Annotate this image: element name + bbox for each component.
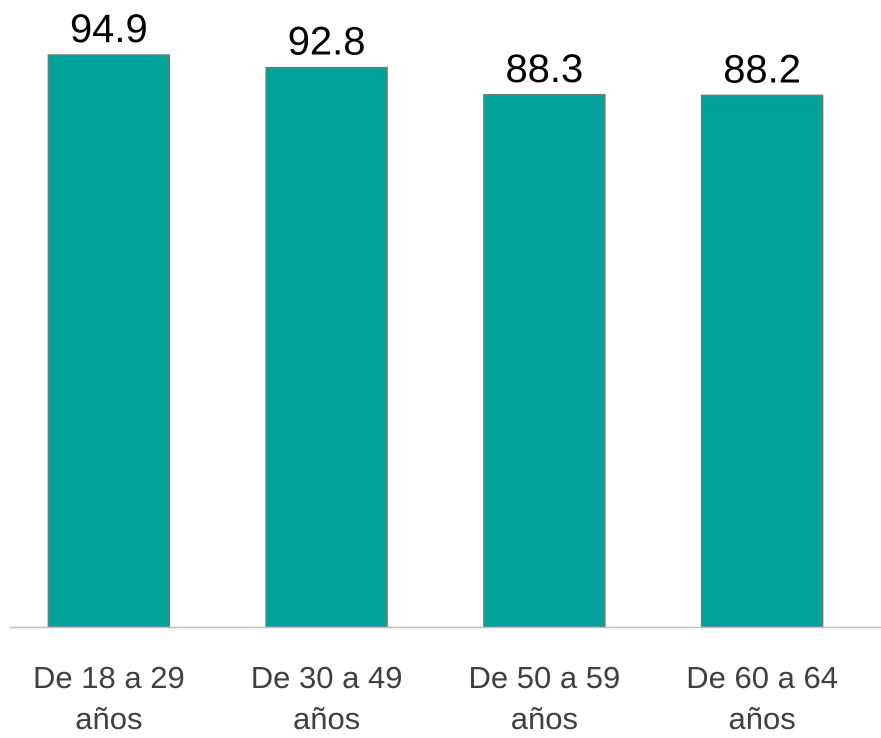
x-tick-label-1-line-0: De 30 a 49 [251, 660, 403, 695]
x-tick-label-3: De 60 a 64 años [686, 660, 838, 736]
x-tick-label-1: De 30 a 49 años [251, 660, 403, 736]
data-label-2: 88.3 [505, 47, 583, 91]
x-tick-label-0-line-0: De 18 a 29 [33, 660, 185, 695]
data-label-0: 94.9 [70, 7, 148, 51]
data-label-1: 92.8 [288, 20, 366, 64]
value-labels-group: 94.9 92.8 88.3 88.2 [70, 7, 801, 91]
category-labels-group: De 18 a 29 años De 30 a 49 años De 50 a 59 añ… [33, 660, 838, 736]
x-tick-label-2: De 50 a 59 años [469, 660, 621, 736]
data-label-3: 88.2 [723, 47, 801, 91]
x-tick-label-1-line-1: años [293, 701, 360, 736]
x-tick-label-0: De 18 a 29 años [33, 660, 185, 736]
x-tick-label-0-line-1: años [75, 701, 142, 736]
bar-3 [700, 94, 824, 628]
x-tick-label-3-line-0: De 60 a 64 [686, 660, 838, 695]
x-tick-label-3-line-1: años [729, 701, 796, 736]
bar-2 [483, 94, 606, 628]
bars-group [47, 54, 824, 628]
bar-0 [47, 54, 171, 628]
bar-1 [265, 66, 388, 628]
x-tick-label-2-line-1: años [511, 701, 578, 736]
x-tick-label-2-line-0: De 50 a 59 [469, 660, 621, 695]
